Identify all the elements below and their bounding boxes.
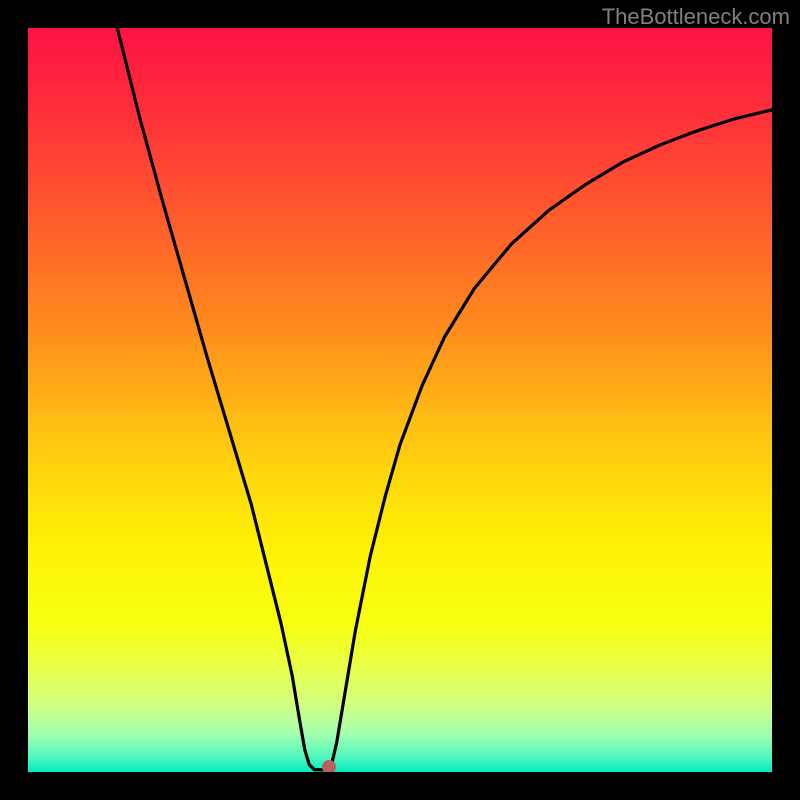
chart-background [28, 28, 772, 772]
watermark-text: TheBottleneck.com [602, 4, 790, 30]
minimum-marker-dot [322, 760, 336, 774]
